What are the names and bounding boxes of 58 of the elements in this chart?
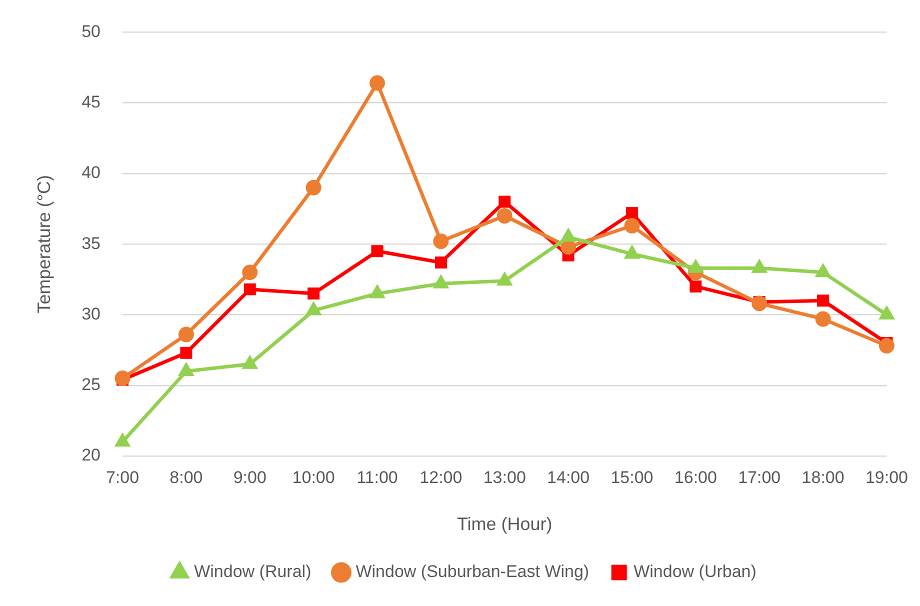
- point: [880, 306, 894, 320]
- point: [817, 294, 830, 307]
- point: [752, 296, 768, 312]
- x-tick-label: 18:00: [802, 468, 844, 487]
- x-axis-title: Time (Hour): [456, 514, 552, 534]
- point: [308, 288, 320, 300]
- point: [496, 208, 512, 224]
- point: [370, 75, 385, 91]
- point: [816, 264, 830, 278]
- point: [498, 196, 511, 208]
- point: [306, 180, 322, 196]
- point: [815, 311, 831, 327]
- y-tick-label: 35: [82, 234, 101, 253]
- y-tick-label: 45: [82, 92, 101, 112]
- y-tick-label: 25: [82, 375, 101, 394]
- point: [371, 245, 384, 258]
- point: [178, 326, 194, 342]
- x-tick-label: 17:00: [738, 468, 781, 487]
- x-tick-label: 8:00: [170, 468, 203, 487]
- y-axis-title: Temperature (°C): [34, 174, 54, 314]
- x-tick-label: 11:00: [356, 468, 398, 487]
- x-tick-label: 9:00: [233, 468, 266, 487]
- y-tick-label: 50: [82, 22, 101, 41]
- x-tick-label: 15:00: [610, 468, 654, 487]
- legend-label: Window (Suburban-East Wing): [356, 562, 590, 582]
- point: [878, 338, 894, 354]
- point: [498, 273, 512, 286]
- point: [114, 370, 130, 386]
- point: [434, 276, 448, 288]
- point: [370, 286, 384, 298]
- legend-label: Window (Rural): [194, 562, 312, 582]
- point: [561, 229, 576, 242]
- y-tick-label: 20: [82, 446, 101, 465]
- point: [244, 283, 256, 296]
- point: [116, 434, 130, 447]
- point: [433, 234, 449, 250]
- x-tick-label: 14:00: [547, 468, 590, 487]
- point: [752, 260, 766, 273]
- x-tick-label: 16:00: [674, 468, 717, 487]
- legend-label: Window (Urban): [634, 562, 756, 582]
- point: [688, 260, 703, 273]
- y-tick-label: 30: [82, 304, 101, 324]
- x-tick-label: 19:00: [865, 468, 908, 487]
- point: [626, 207, 638, 220]
- x-tick-label: 13:00: [483, 468, 526, 487]
- point: [180, 346, 192, 359]
- point: [624, 218, 640, 234]
- y-tick-label: 40: [82, 163, 101, 182]
- point: [242, 356, 257, 369]
- point: [434, 256, 447, 268]
- x-tick-label: 12:00: [420, 468, 462, 487]
- point: [690, 280, 702, 292]
- x-tick-label: 10:00: [292, 468, 335, 487]
- point: [179, 363, 194, 376]
- point: [306, 302, 321, 316]
- point: [625, 246, 639, 259]
- point: [242, 264, 258, 280]
- x-tick-label: 7:00: [106, 468, 140, 487]
